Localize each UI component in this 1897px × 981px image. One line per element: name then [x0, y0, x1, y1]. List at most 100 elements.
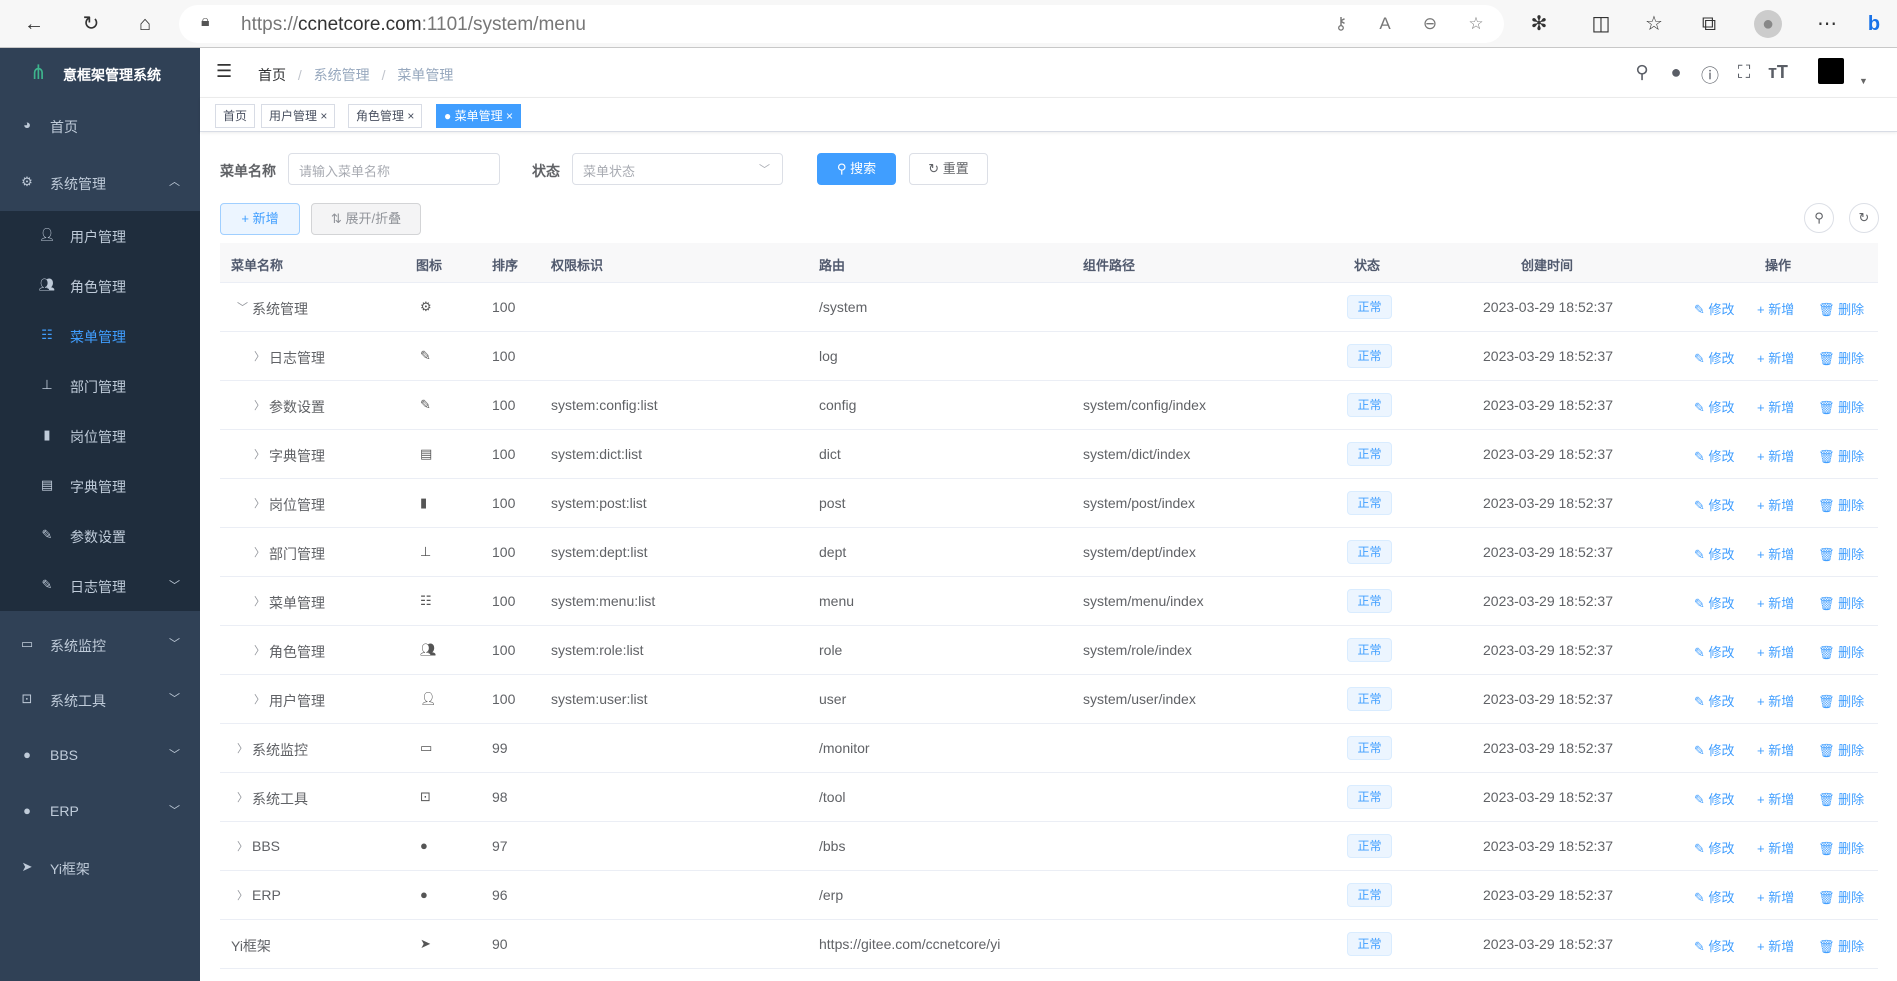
edit-button[interactable]: ✎ 修改	[1694, 351, 1735, 366]
add-child-button[interactable]: + 新增	[1757, 890, 1795, 905]
sidebar-item-menu[interactable]: ☷ 菜单管理	[0, 311, 200, 361]
chevron-right-icon[interactable]: 〉	[237, 743, 248, 755]
close-icon[interactable]: ×	[407, 109, 415, 123]
delete-button[interactable]: 🗑︎ 删除	[1818, 351, 1865, 366]
sidebar-item-bbs[interactable]: ● BBS ﹀	[0, 728, 200, 784]
chevron-right-icon[interactable]: 〉	[254, 351, 265, 363]
delete-button[interactable]: 🗑︎ 删除	[1818, 547, 1865, 562]
reset-button[interactable]: ↻ 重置	[909, 153, 988, 185]
chevron-right-icon[interactable]: 〉	[254, 400, 265, 412]
help-icon[interactable]: ⓘ	[1701, 66, 1719, 86]
chevron-right-icon[interactable]: 〉	[254, 449, 265, 461]
sidebar-item-user[interactable]: 👤︎ 用户管理	[0, 211, 200, 261]
chevron-right-icon[interactable]: 〉	[254, 694, 265, 706]
font-size-icon[interactable]: тT	[1768, 62, 1788, 82]
add-child-button[interactable]: + 新增	[1757, 694, 1795, 709]
toggle-search-button[interactable]: ⚲	[1804, 203, 1834, 233]
chevron-right-icon[interactable]: 〉	[254, 645, 265, 657]
zoom-out-icon[interactable]: ⊖	[1422, 14, 1438, 33]
avatar[interactable]	[1818, 58, 1844, 84]
github-icon[interactable]: ●	[1670, 62, 1682, 82]
key-icon[interactable]: ⚷	[1334, 14, 1348, 33]
add-child-button[interactable]: + 新增	[1757, 792, 1795, 807]
edit-button[interactable]: ✎ 修改	[1694, 498, 1735, 513]
back-icon[interactable]: ←	[24, 13, 44, 35]
close-icon[interactable]: ×	[505, 109, 513, 123]
chevron-right-icon[interactable]: 〉	[254, 498, 265, 510]
caret-down-icon[interactable]: ▼	[1859, 76, 1868, 86]
home-icon[interactable]: ⌂	[138, 13, 152, 35]
delete-button[interactable]: 🗑︎ 删除	[1818, 792, 1865, 807]
delete-button[interactable]: 🗑︎ 删除	[1818, 498, 1865, 513]
delete-button[interactable]: 🗑︎ 删除	[1818, 302, 1865, 317]
favorites-icon[interactable]: ☆	[1645, 13, 1663, 35]
search-button[interactable]: ⚲ 搜索	[817, 153, 896, 185]
edit-button[interactable]: ✎ 修改	[1694, 694, 1735, 709]
tag-home[interactable]: 首页	[215, 104, 256, 128]
edit-button[interactable]: ✎ 修改	[1694, 743, 1735, 758]
add-child-button[interactable]: + 新增	[1757, 841, 1795, 856]
delete-button[interactable]: 🗑︎ 删除	[1818, 841, 1865, 856]
sidebar-item-erp[interactable]: ● ERP ﹀	[0, 784, 200, 840]
menu-name-input[interactable]: 请输入菜单名称	[288, 153, 500, 185]
edit-button[interactable]: ✎ 修改	[1694, 449, 1735, 464]
expand-collapse-button[interactable]: ⇅ 展开/折叠	[311, 203, 421, 235]
add-favorite-icon[interactable]: ☆	[1468, 14, 1484, 33]
tag-user[interactable]: 用户管理 ×	[261, 104, 336, 128]
delete-button[interactable]: 🗑︎ 删除	[1818, 694, 1865, 709]
delete-button[interactable]: 🗑︎ 删除	[1818, 449, 1865, 464]
sidebar-item-home[interactable]: ◕ 首页	[0, 98, 200, 154]
add-child-button[interactable]: + 新增	[1757, 449, 1795, 464]
sidebar-item-system[interactable]: ⚙ 系统管理 ︿	[0, 155, 200, 211]
sidebar-item-monitor[interactable]: ▭ 系统监控 ﹀	[0, 617, 200, 673]
delete-button[interactable]: 🗑︎ 删除	[1818, 645, 1865, 660]
add-child-button[interactable]: + 新增	[1757, 547, 1795, 562]
more-icon[interactable]: ⋯	[1817, 13, 1837, 35]
edit-button[interactable]: ✎ 修改	[1694, 596, 1735, 611]
add-child-button[interactable]: + 新增	[1757, 645, 1795, 660]
sidebar-item-dept[interactable]: ⊥ 部门管理	[0, 361, 200, 411]
sidebar-item-role[interactable]: 👥︎ 角色管理	[0, 261, 200, 311]
edit-button[interactable]: ✎ 修改	[1694, 890, 1735, 905]
chevron-right-icon[interactable]: 〉	[237, 841, 248, 853]
read-aloud-icon[interactable]: A	[1379, 14, 1391, 33]
edit-button[interactable]: ✎ 修改	[1694, 645, 1735, 660]
edit-button[interactable]: ✎ 修改	[1694, 792, 1735, 807]
delete-button[interactable]: 🗑︎ 删除	[1818, 400, 1865, 415]
chevron-right-icon[interactable]: 〉	[237, 890, 248, 902]
split-screen-icon[interactable]: ◫	[1591, 13, 1611, 35]
fullscreen-icon[interactable]: ⛶	[1737, 62, 1751, 82]
edit-button[interactable]: ✎ 修改	[1694, 939, 1735, 954]
address-bar[interactable]: 🔒︎ https://ccnetcore.com:1101/system/men…	[179, 5, 1504, 43]
refresh-icon[interactable]: ↻	[82, 13, 100, 35]
delete-button[interactable]: 🗑︎ 删除	[1818, 939, 1865, 954]
sidebar-item-dict[interactable]: ▤ 字典管理	[0, 461, 200, 511]
sidebar-item-post[interactable]: ▮ 岗位管理	[0, 411, 200, 461]
edit-button[interactable]: ✎ 修改	[1694, 547, 1735, 562]
sidebar-item-config[interactable]: ✎ 参数设置	[0, 511, 200, 561]
add-child-button[interactable]: + 新增	[1757, 351, 1795, 366]
hamburger-icon[interactable]: ☰	[216, 61, 233, 81]
delete-button[interactable]: 🗑︎ 删除	[1818, 596, 1865, 611]
sidebar-item-yi[interactable]: ➤ Yi框架	[0, 840, 200, 896]
add-child-button[interactable]: + 新增	[1757, 596, 1795, 611]
add-child-button[interactable]: + 新增	[1757, 743, 1795, 758]
status-select[interactable]: 菜单状态 ﹀	[572, 153, 783, 185]
add-child-button[interactable]: + 新增	[1757, 302, 1795, 317]
sidebar-item-log[interactable]: ✎ 日志管理 ﹀	[0, 561, 200, 611]
add-child-button[interactable]: + 新增	[1757, 498, 1795, 513]
extensions-icon[interactable]: ✻	[1530, 13, 1548, 35]
tag-menu[interactable]: ● 菜单管理 ×	[436, 104, 521, 128]
sidebar-item-tool[interactable]: ⊡ 系统工具 ﹀	[0, 672, 200, 728]
refresh-button[interactable]: ↻	[1849, 203, 1879, 233]
chevron-right-icon[interactable]: 〉	[254, 547, 265, 559]
edit-button[interactable]: ✎ 修改	[1694, 302, 1735, 317]
edit-button[interactable]: ✎ 修改	[1694, 400, 1735, 415]
add-child-button[interactable]: + 新增	[1757, 400, 1795, 415]
breadcrumb-item[interactable]: 首页	[258, 67, 286, 83]
chevron-right-icon[interactable]: 〉	[237, 792, 248, 804]
close-icon[interactable]: ×	[320, 109, 328, 123]
add-child-button[interactable]: + 新增	[1757, 939, 1795, 954]
bing-icon[interactable]: b	[1867, 13, 1881, 35]
chevron-down-icon[interactable]: ﹀	[237, 302, 248, 314]
